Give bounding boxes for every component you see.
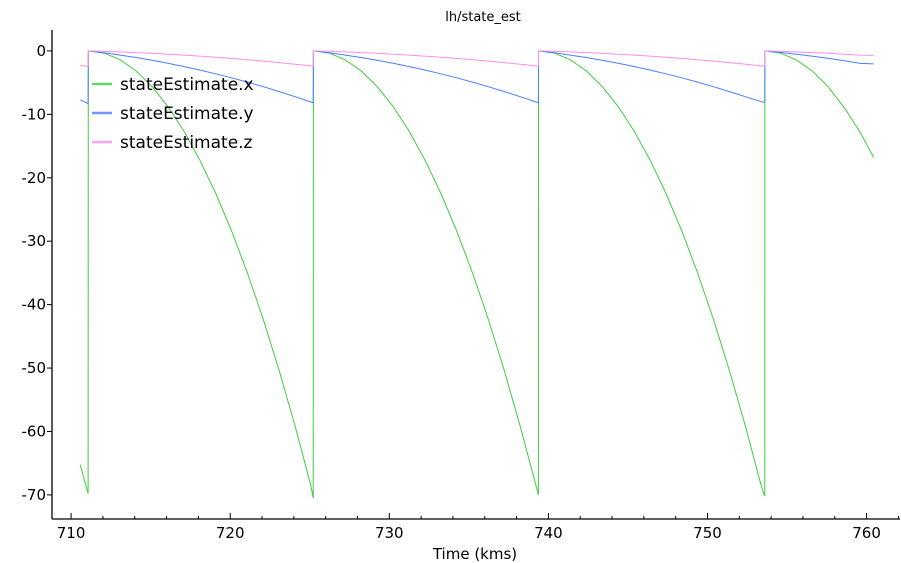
axes [51,30,900,520]
x-tick-label: 710 [57,524,86,542]
x-tick-label: 750 [693,524,722,542]
legend-label: stateEstimate.x [120,75,254,95]
x-tick-label: 740 [534,524,563,542]
x-tick-label: 730 [375,524,404,542]
y-tick-label: -70 [22,486,47,504]
legend-label: stateEstimate.y [120,104,254,124]
y-ticks: 0 -10 -20 -30 -40 -50 -60 -70 [22,42,52,504]
legend-item: stateEstimate.y [92,104,254,124]
y-tick-label: -40 [22,296,47,314]
y-tick-label: -50 [22,359,47,377]
legend-item: stateEstimate.z [92,133,253,153]
y-tick-label: 0 [36,42,46,60]
y-tick-label: -60 [22,422,47,440]
x-tick-label: 720 [216,524,245,542]
legend-item: stateEstimate.x [92,75,254,95]
y-tick-label: -30 [22,232,47,250]
legend-label: stateEstimate.z [120,133,253,153]
x-axis-label: Time (kms) [432,545,517,563]
series-line-stateEstimate-y [79,50,874,105]
y-tick-label: -20 [22,169,47,187]
chart-title: lh/state_est [445,10,521,25]
legend: stateEstimate.x stateEstimate.y stateEstim… [92,75,254,153]
series-line-stateEstimate-x [79,50,875,499]
x-tick-label: 760 [852,524,881,542]
y-tick-label: -10 [22,105,47,123]
x-ticks: 710 720 730 740 750 760 [57,513,899,542]
series-line-stateEstimate-z [80,50,874,67]
series-layer [79,50,875,499]
